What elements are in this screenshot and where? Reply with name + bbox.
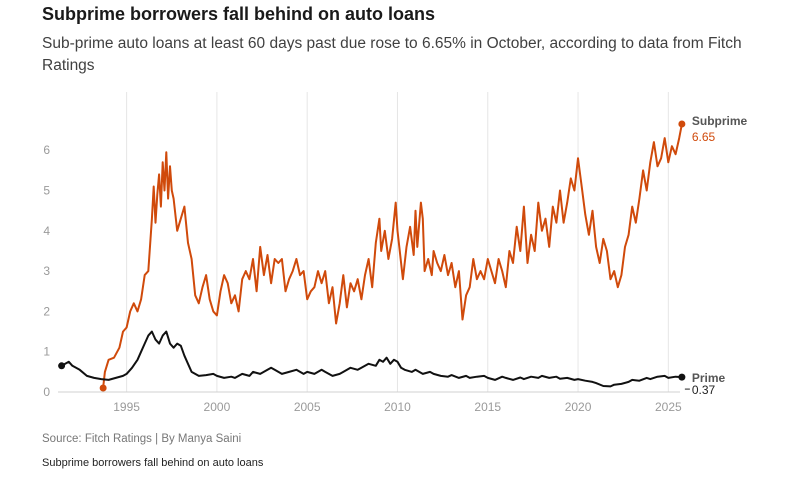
series-lines (61, 123, 683, 389)
x-tick-label-2010: 2010 (384, 400, 411, 414)
chart-subtitle: Sub-prime auto loans at least 60 days pa… (42, 35, 742, 74)
end-marker-prime (678, 373, 686, 381)
x-tick-label-1995: 1995 (113, 400, 140, 414)
start-marker-prime (58, 362, 66, 370)
label-subprime-name: Subprime (692, 114, 748, 128)
y-tick-label-1: 1 (43, 345, 50, 359)
series-line-subprime (102, 123, 683, 389)
end-marker-subprime (678, 120, 686, 128)
y-tick-label-4: 4 (43, 224, 50, 238)
x-tick-label-2000: 2000 (204, 400, 231, 414)
series-markers (58, 120, 686, 392)
x-tick-label-2015: 2015 (474, 400, 501, 414)
x-tick-label-2020: 2020 (565, 400, 592, 414)
y-tick-label-3: 3 (43, 264, 50, 278)
y-tick-label-6: 6 (43, 143, 50, 157)
line-chart: 0 1 2 3 4 5 6 1995 2000 2005 2010 2015 2020 2025 Sub… (43, 92, 748, 414)
series-line-prime (61, 330, 682, 388)
label-prime-value: 0.37 (692, 383, 716, 397)
x-axis-ticks: 1995 2000 2005 2010 2015 2020 2025 (113, 400, 682, 414)
x-tick-label-2025: 2025 (655, 400, 682, 414)
label-subprime-value: 6.65 (692, 130, 716, 144)
y-tick-label-0: 0 (43, 385, 50, 399)
chart-title: Subprime borrowers fall behind on auto l… (42, 4, 436, 24)
y-tick-label-5: 5 (43, 184, 50, 198)
start-marker-subprime (99, 384, 107, 392)
source-note: Source: Fitch Ratings | By Manya Saini (42, 433, 242, 445)
gridlines (58, 92, 680, 393)
caption-text: Subprime borrowers fall behind on auto l… (42, 457, 264, 469)
y-axis-ticks: 0 1 2 3 4 5 6 (43, 143, 50, 399)
x-tick-label-2005: 2005 (294, 400, 321, 414)
label-prime-name: Prime (692, 371, 726, 385)
y-tick-label-2: 2 (43, 304, 50, 318)
